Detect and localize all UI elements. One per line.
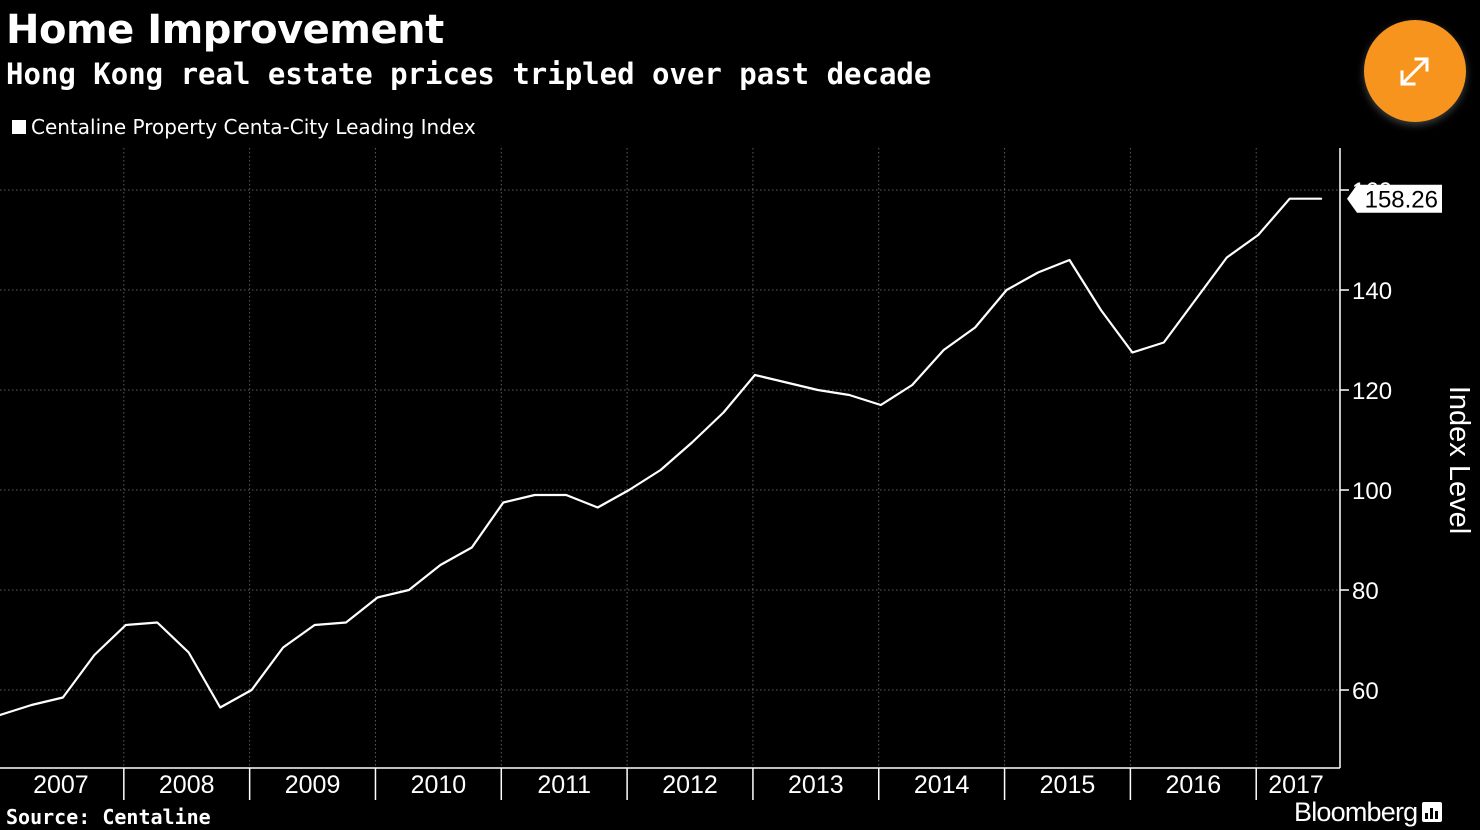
y-tick-label: 120	[1352, 378, 1392, 405]
source-note: Source: Centaline	[6, 805, 211, 829]
brand-logo: Bloomberg	[1294, 796, 1443, 828]
y-tick-label: 60	[1352, 678, 1379, 705]
brand-name: Bloomberg	[1294, 797, 1418, 827]
chart-subtitle: Hong Kong real estate prices tripled ove…	[6, 57, 932, 91]
x-tick-label: 2015	[1040, 771, 1096, 799]
x-tick-label: 2014	[914, 771, 970, 799]
expand-arrows-icon	[1400, 57, 1429, 86]
x-tick-label: 2016	[1165, 771, 1221, 799]
x-tick-label: 2008	[159, 771, 215, 799]
x-tick-label: 2009	[285, 771, 341, 799]
y-axis-label: Index Level	[1443, 386, 1475, 534]
series-line	[0, 197, 1323, 717]
chart-legend: Centaline Property Centa-City Leading In…	[12, 114, 476, 140]
chart-title: Home Improvement	[6, 7, 444, 53]
y-tick-label: 100	[1352, 478, 1392, 505]
x-tick-label: 2012	[662, 771, 718, 799]
x-tick-label: 2011	[537, 771, 591, 799]
legend-swatch	[12, 120, 26, 134]
last-value-label: 158.26	[1365, 187, 1438, 214]
x-tick-label: 2017	[1268, 771, 1324, 799]
x-tick-label: 2010	[411, 771, 467, 799]
last-value-flag	[1347, 184, 1442, 213]
x-tick-label: 2007	[33, 771, 89, 799]
expand-button[interactable]	[1364, 20, 1466, 122]
legend-label: Centaline Property Centa-City Leading In…	[31, 115, 476, 139]
y-tick-label: 80	[1352, 578, 1379, 605]
bloomberg-chart-icon	[1422, 802, 1443, 822]
y-tick-label: 140	[1352, 278, 1392, 305]
x-tick-label: 2013	[788, 771, 844, 799]
